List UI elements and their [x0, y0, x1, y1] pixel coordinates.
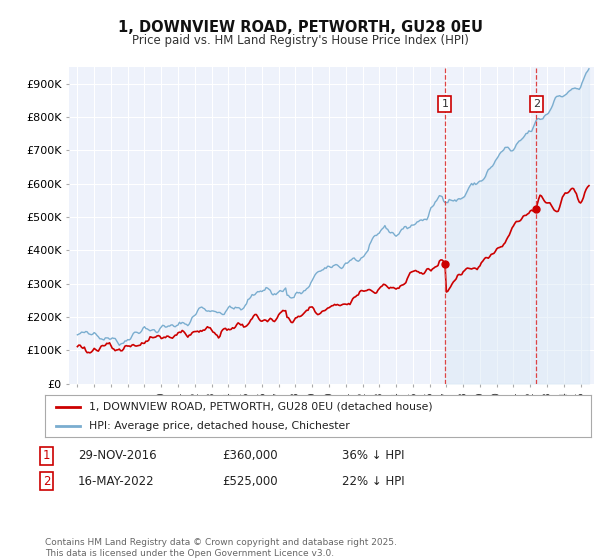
Text: 2: 2 [533, 99, 540, 109]
Text: £525,000: £525,000 [222, 475, 278, 488]
Text: Price paid vs. HM Land Registry's House Price Index (HPI): Price paid vs. HM Land Registry's House … [131, 34, 469, 46]
Text: 2: 2 [43, 475, 50, 488]
Text: 1: 1 [442, 99, 448, 109]
Text: 1: 1 [43, 449, 50, 462]
Text: 36% ↓ HPI: 36% ↓ HPI [342, 449, 404, 462]
Text: 1, DOWNVIEW ROAD, PETWORTH, GU28 0EU: 1, DOWNVIEW ROAD, PETWORTH, GU28 0EU [118, 20, 482, 35]
Text: Contains HM Land Registry data © Crown copyright and database right 2025.
This d: Contains HM Land Registry data © Crown c… [45, 538, 397, 558]
Text: £360,000: £360,000 [222, 449, 278, 462]
Text: 16-MAY-2022: 16-MAY-2022 [78, 475, 155, 488]
Text: 22% ↓ HPI: 22% ↓ HPI [342, 475, 404, 488]
Text: 29-NOV-2016: 29-NOV-2016 [78, 449, 157, 462]
Text: HPI: Average price, detached house, Chichester: HPI: Average price, detached house, Chic… [89, 421, 349, 431]
Text: 1, DOWNVIEW ROAD, PETWORTH, GU28 0EU (detached house): 1, DOWNVIEW ROAD, PETWORTH, GU28 0EU (de… [89, 402, 433, 412]
